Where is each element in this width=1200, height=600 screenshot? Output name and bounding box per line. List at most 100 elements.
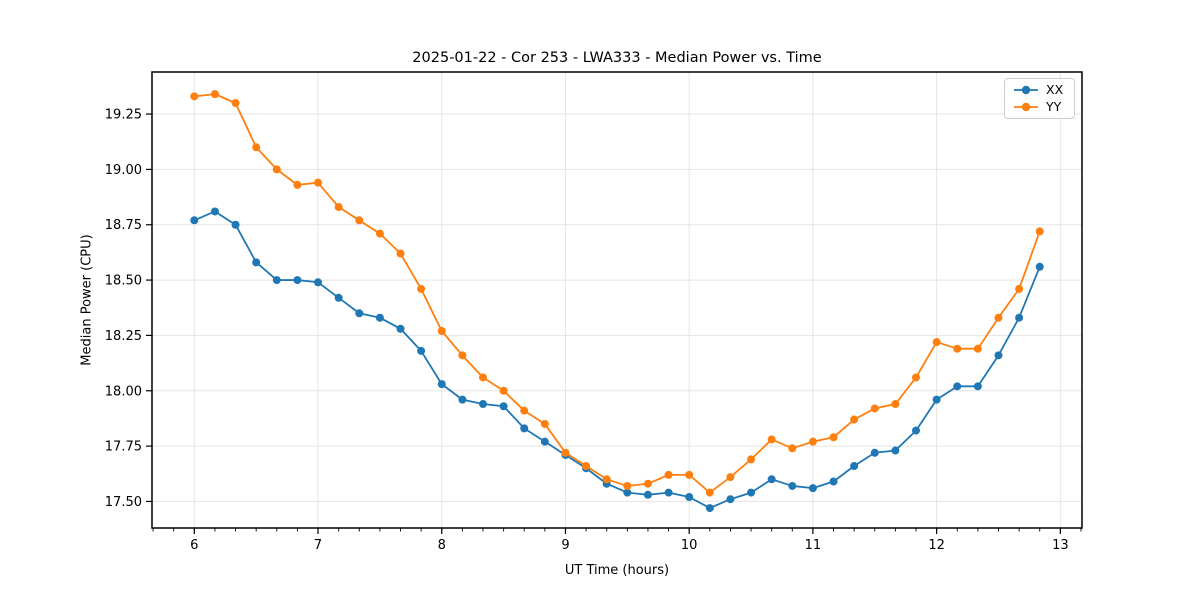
data-point-yy bbox=[912, 373, 921, 382]
data-point-xx bbox=[1035, 262, 1044, 271]
data-point-yy bbox=[973, 344, 982, 353]
data-point-yy bbox=[437, 326, 446, 335]
data-point-xx bbox=[190, 216, 199, 225]
data-point-yy bbox=[705, 488, 714, 497]
plot-frame bbox=[151, 71, 1083, 529]
data-point-xx bbox=[994, 351, 1003, 360]
data-point-xx bbox=[623, 488, 632, 497]
data-point-xx bbox=[808, 484, 817, 493]
data-point-xx bbox=[953, 382, 962, 391]
y-tick-label: 18.75 bbox=[105, 218, 142, 233]
data-point-xx bbox=[520, 424, 529, 433]
data-point-yy bbox=[499, 386, 508, 395]
data-point-xx bbox=[314, 278, 323, 287]
data-point-xx bbox=[850, 462, 859, 471]
x-tick-label: 7 bbox=[314, 538, 322, 553]
data-point-xx bbox=[932, 395, 941, 404]
data-point-xx bbox=[767, 475, 776, 484]
legend-item-xx: XX bbox=[1012, 83, 1068, 97]
data-point-yy bbox=[994, 313, 1003, 322]
data-point-yy bbox=[293, 180, 302, 189]
data-point-yy bbox=[190, 92, 199, 101]
data-point-yy bbox=[850, 415, 859, 424]
x-tick-label: 12 bbox=[928, 538, 945, 553]
x-tick-label: 13 bbox=[1052, 538, 1069, 553]
data-point-yy bbox=[417, 284, 426, 293]
y-tick-label: 18.50 bbox=[105, 274, 142, 289]
data-point-yy bbox=[932, 338, 941, 347]
data-point-xx bbox=[912, 426, 921, 435]
data-point-yy bbox=[375, 229, 384, 238]
data-point-yy bbox=[210, 90, 219, 99]
data-point-xx bbox=[293, 276, 302, 285]
x-tick-label: 9 bbox=[561, 538, 569, 553]
data-point-xx bbox=[252, 258, 261, 267]
data-point-yy bbox=[767, 435, 776, 444]
data-point-xx bbox=[1015, 313, 1024, 322]
data-point-xx bbox=[458, 395, 467, 404]
data-point-yy bbox=[314, 178, 323, 187]
x-axis-label: UT Time (hours) bbox=[564, 563, 670, 578]
data-point-xx bbox=[272, 276, 281, 285]
y-tick-label: 17.50 bbox=[105, 495, 142, 510]
legend[interactable]: XX YY bbox=[1004, 78, 1075, 119]
data-point-xx bbox=[788, 481, 797, 490]
data-point-yy bbox=[252, 143, 261, 152]
data-point-xx bbox=[870, 448, 879, 457]
data-point-xx bbox=[375, 313, 384, 322]
y-tick-label: 18.25 bbox=[105, 329, 142, 344]
data-point-yy bbox=[747, 455, 756, 464]
data-point-yy bbox=[726, 473, 735, 482]
data-point-yy bbox=[623, 481, 632, 490]
data-point-xx bbox=[540, 437, 549, 446]
data-point-xx bbox=[210, 207, 219, 216]
data-point-yy bbox=[870, 404, 879, 413]
y-tick-label: 19.00 bbox=[105, 163, 142, 178]
data-point-xx bbox=[643, 490, 652, 499]
legend-label-yy: YY bbox=[1046, 99, 1062, 114]
data-point-yy bbox=[231, 98, 240, 107]
data-point-yy bbox=[478, 373, 487, 382]
data-point-yy bbox=[788, 444, 797, 453]
data-point-xx bbox=[417, 346, 426, 355]
data-point-xx bbox=[499, 402, 508, 411]
x-tick-label: 10 bbox=[681, 538, 698, 553]
legend-label-xx: XX bbox=[1046, 82, 1064, 97]
data-point-yy bbox=[334, 203, 343, 212]
data-point-yy bbox=[582, 462, 591, 471]
data-point-xx bbox=[664, 488, 673, 497]
data-point-xx bbox=[685, 493, 694, 502]
y-tick-label: 18.00 bbox=[105, 384, 142, 399]
data-point-xx bbox=[396, 324, 405, 333]
data-point-yy bbox=[664, 470, 673, 479]
data-point-yy bbox=[1015, 284, 1024, 293]
data-point-xx bbox=[705, 504, 714, 513]
y-tick-label: 17.75 bbox=[105, 440, 142, 455]
data-point-xx bbox=[334, 293, 343, 302]
data-point-yy bbox=[1035, 227, 1044, 236]
data-point-yy bbox=[396, 249, 405, 258]
x-tick-label: 8 bbox=[438, 538, 446, 553]
data-point-xx bbox=[829, 477, 838, 486]
data-point-yy bbox=[561, 448, 570, 457]
data-point-yy bbox=[602, 475, 611, 484]
data-point-yy bbox=[540, 419, 549, 428]
data-point-xx bbox=[726, 495, 735, 504]
x-tick-label: 6 bbox=[190, 538, 198, 553]
data-point-yy bbox=[643, 479, 652, 488]
legend-item-yy: YY bbox=[1012, 100, 1068, 114]
line-marker-swatch-icon bbox=[1014, 102, 1038, 112]
data-point-xx bbox=[973, 382, 982, 391]
data-point-xx bbox=[355, 309, 364, 318]
data-point-xx bbox=[478, 400, 487, 409]
series-line-yy bbox=[194, 93, 1041, 494]
chart-title: 2025-01-22 - Cor 253 - LWA333 - Median P… bbox=[412, 50, 822, 66]
data-point-xx bbox=[437, 380, 446, 389]
series-line-xx bbox=[193, 210, 1041, 509]
data-point-yy bbox=[685, 470, 694, 479]
data-point-yy bbox=[272, 165, 281, 174]
data-point-yy bbox=[355, 216, 364, 225]
data-point-xx bbox=[747, 488, 756, 497]
